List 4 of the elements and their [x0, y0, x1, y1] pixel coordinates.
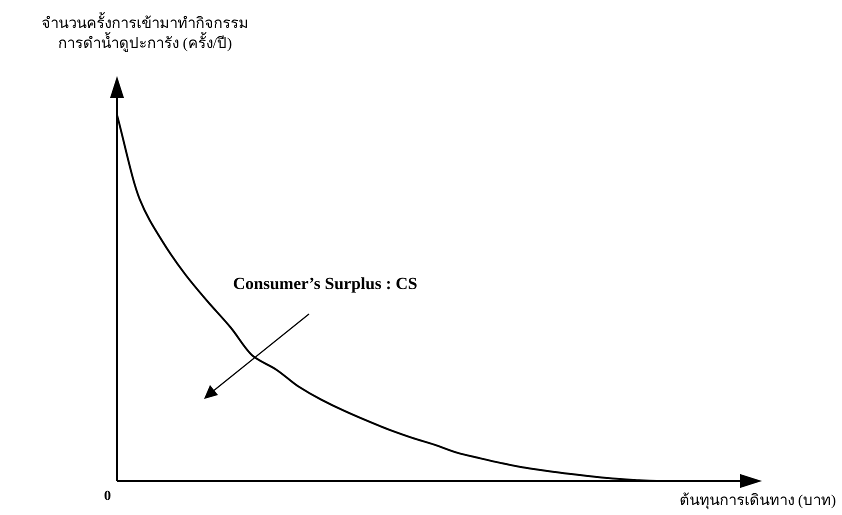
annotation: Consumer’s Surplus : CS — [233, 274, 418, 293]
y-axis-title: จำนวนครั้งการเข้ามาทำกิจกรรม การดำน้ำดูปะการัง (ครั้ง/ปี) — [42, 12, 248, 52]
text: 0 — [104, 489, 111, 504]
x-axis-title: ต้นทุนการเดินทาง (บาท) — [679, 492, 836, 510]
